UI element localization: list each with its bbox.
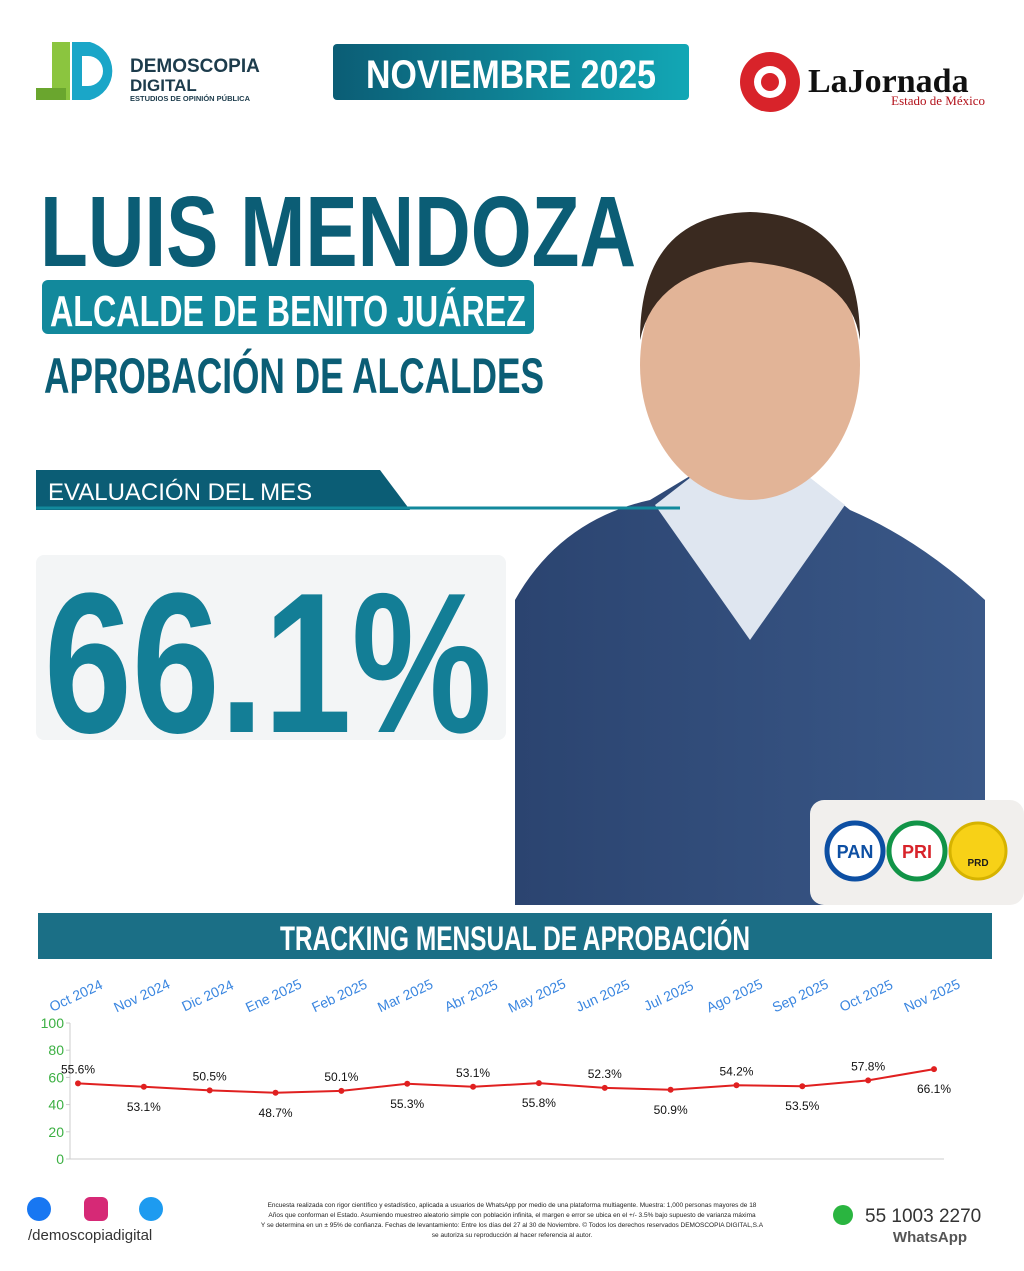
disclaimer-line: Años que conforman el Estado. Asumiendo …	[268, 1212, 756, 1219]
partner-subtitle: Estado de México	[891, 93, 985, 108]
value-label: 50.1%	[324, 1070, 358, 1084]
y-tick-label: 80	[48, 1042, 64, 1058]
point	[272, 1089, 279, 1096]
point	[535, 1080, 542, 1087]
value-label: 57.8%	[851, 1059, 885, 1073]
portrait	[515, 212, 985, 905]
point	[140, 1083, 147, 1090]
point	[404, 1080, 411, 1087]
social-handle: /demoscopiadigital	[28, 1227, 152, 1244]
date: NOVIEMBRE 2025	[366, 53, 656, 97]
whatsapp-icon	[833, 1205, 853, 1225]
y-tick-label: 60	[48, 1069, 64, 1085]
party-name: PRD	[967, 858, 988, 869]
value-label: 55.3%	[390, 1097, 424, 1111]
point	[865, 1077, 872, 1084]
partner-logo	[740, 52, 800, 112]
value-label: 54.2%	[719, 1064, 753, 1078]
phone-label: WhatsApp	[893, 1229, 967, 1246]
party-logo	[824, 820, 886, 882]
phone: 55 1003 2270	[865, 1206, 981, 1227]
point	[75, 1080, 81, 1087]
brand-logo	[36, 42, 113, 100]
chart-title: TRACKING MENSUAL DE APROBACIÓN	[280, 920, 750, 958]
point	[601, 1084, 608, 1091]
brand-name-2: DIGITAL	[130, 76, 197, 95]
y-tick-label: 0	[56, 1151, 64, 1167]
disclaimer-line: Encuesta realizada con rigor científico …	[268, 1202, 757, 1209]
point	[206, 1087, 213, 1094]
person-name: LUIS MENDOZA	[40, 176, 636, 288]
y-tick-label: 100	[41, 1015, 65, 1031]
y-tick-label: 40	[48, 1097, 64, 1113]
disclaimer-line: Y se determina en un ± 95% de confianza.…	[261, 1221, 764, 1229]
date-badge	[333, 44, 689, 100]
instagram-icon[interactable]	[84, 1197, 108, 1221]
point	[470, 1083, 477, 1090]
brand-subtitle: ESTUDIOS DE OPINIÓN PÚBLICA	[130, 94, 251, 103]
eval-tab	[36, 470, 410, 510]
role: ALCALDE DE BENITO JUÁREZ	[50, 286, 526, 336]
value-label: 50.5%	[193, 1069, 227, 1083]
value-label: 52.3%	[588, 1067, 622, 1081]
value-label: 55.8%	[522, 1096, 556, 1110]
point	[733, 1082, 740, 1089]
point	[338, 1087, 345, 1094]
eval-label: EVALUACIÓN DEL MES	[48, 479, 312, 506]
party-logo	[948, 821, 1008, 881]
value-label: 55.6%	[61, 1062, 95, 1076]
value-label: 66.1%	[917, 1082, 951, 1096]
point	[667, 1086, 674, 1093]
twitter-icon[interactable]	[139, 1197, 163, 1221]
point	[931, 1066, 937, 1073]
value-label: 50.9%	[654, 1103, 688, 1117]
role-badge	[42, 280, 534, 334]
party-name: PRI	[902, 842, 932, 862]
facebook-icon[interactable]	[27, 1197, 51, 1221]
value-label: 53.1%	[127, 1100, 161, 1114]
value-label: 48.7%	[259, 1106, 293, 1120]
value-label: 53.1%	[456, 1066, 490, 1080]
line	[77, 1068, 935, 1094]
disclaimer-line: se autoriza su reproducción al hacer ref…	[432, 1232, 593, 1239]
point	[799, 1083, 806, 1090]
party-name: PAN	[837, 842, 874, 862]
disclaimer: Encuesta realizada con rigor científico …	[261, 1202, 764, 1239]
y-tick-label: 20	[48, 1124, 64, 1140]
value-label: 53.5%	[785, 1099, 819, 1113]
topic: APROBACIÓN DE ALCALDES	[44, 348, 544, 404]
chart-banner	[38, 913, 992, 959]
eval-box	[36, 555, 506, 740]
party-logo	[886, 820, 948, 882]
partner-name: LaJornada	[808, 63, 969, 100]
eval-value: 66.1%	[44, 552, 492, 775]
brand-name: DEMOSCOPIA	[130, 56, 260, 77]
